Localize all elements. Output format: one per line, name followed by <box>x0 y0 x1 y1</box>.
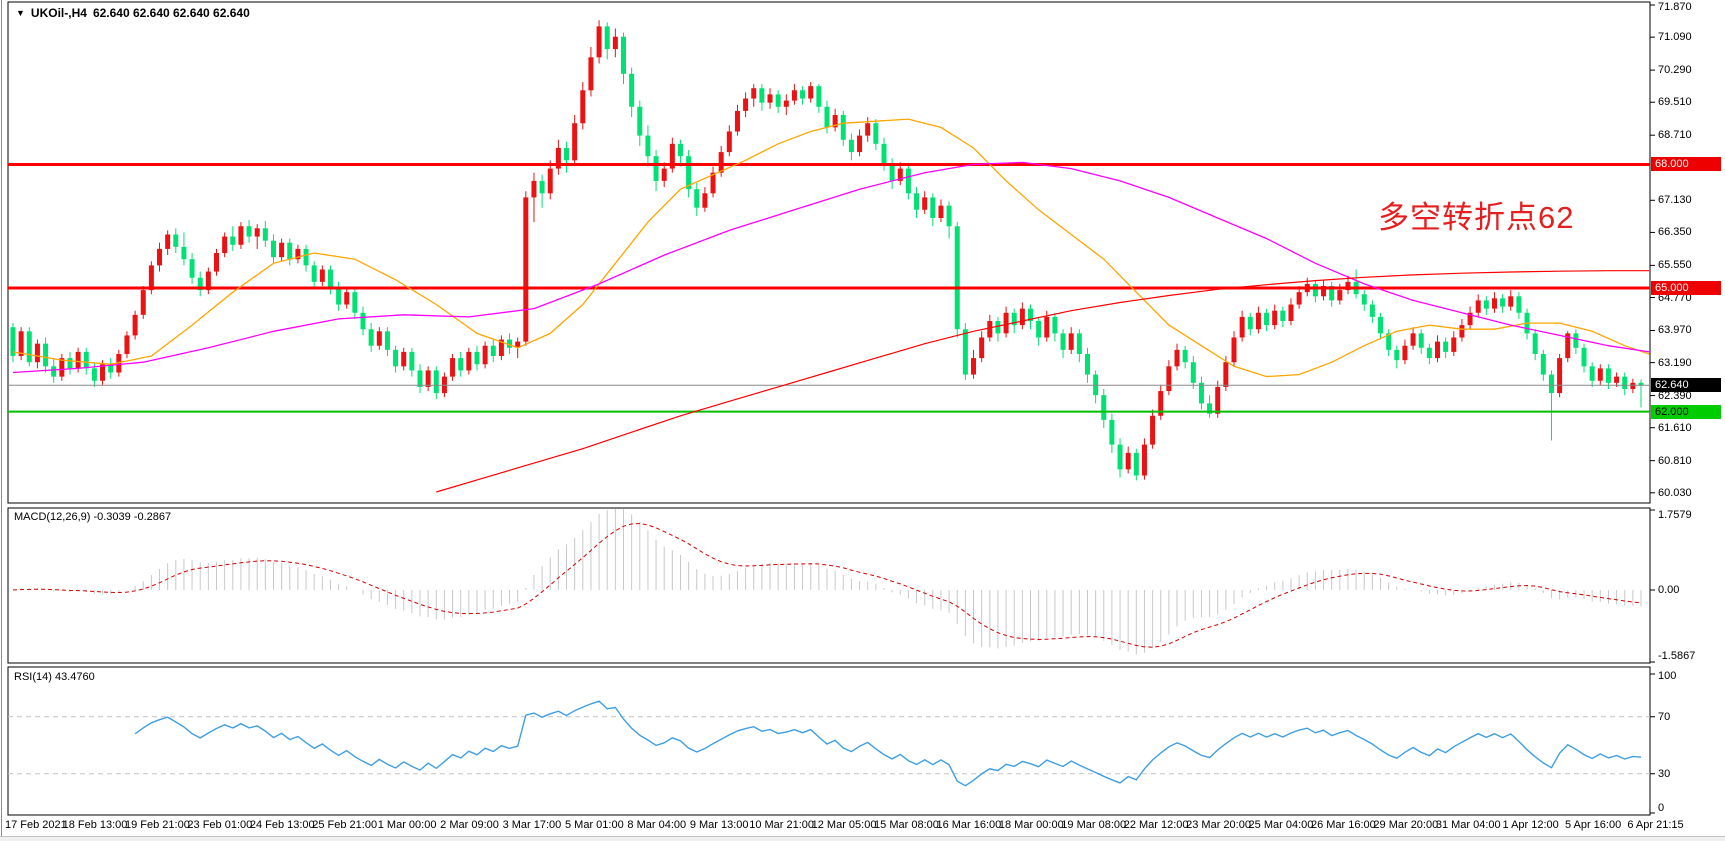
price-badge-68.000: 68.000 <box>1651 157 1721 172</box>
chevron-down-icon[interactable]: ▼ <box>16 8 25 18</box>
price-tick-label: 63.190 <box>1658 356 1692 369</box>
mid-ma-line <box>12 161 1650 374</box>
macd-histogram <box>20 509 1642 655</box>
macd-tick-label: -1.5867 <box>1658 650 1696 662</box>
time-axis-label: 8 Mar 04:00 <box>627 819 687 831</box>
time-axis-label: 1 Mar 00:00 <box>377 819 437 831</box>
time-axis-label: 5 Apr 16:00 <box>1564 819 1622 831</box>
price-badge-62.640: 62.640 <box>1651 378 1721 393</box>
time-axis-label: 6 Apr 21:15 <box>1627 819 1684 831</box>
macd-tick-label: 1.7579 <box>1658 509 1692 521</box>
macd-signal-line <box>12 522 1642 648</box>
price-tick-label: 67.130 <box>1658 194 1692 207</box>
time-axis-label: 24 Feb 13:00 <box>249 819 315 831</box>
rsi-tick-label: 70 <box>1658 710 1671 723</box>
price-tick-label: 65.550 <box>1658 259 1692 272</box>
price-tick-label: 61.610 <box>1658 421 1692 434</box>
time-axis-label: 15 Mar 08:00 <box>874 819 939 831</box>
time-axis-label: 3 Mar 17:00 <box>502 819 562 831</box>
text-annotation[interactable]: 多空转折点62 <box>1378 200 1575 235</box>
panel-frame <box>7 507 1651 664</box>
price-tick-label: 71.090 <box>1658 31 1692 44</box>
ohlc-quotes-label: 62.640 62.640 62.640 62.640 <box>92 6 250 20</box>
time-axis-label: 16 Mar 16:00 <box>936 819 1002 831</box>
time-axis-label: 22 Mar 12:00 <box>1123 819 1189 831</box>
time-axis-label: 9 Mar 13:00 <box>689 819 749 831</box>
time-axis-label: 10 Mar 21:00 <box>749 819 815 831</box>
time-axis-label: 1 Apr 12:00 <box>1502 819 1559 831</box>
panel-frame <box>7 1 1651 504</box>
price-tick-label: 71.870 <box>1658 1 1692 13</box>
price-badge-62.000: 62.000 <box>1651 404 1721 419</box>
time-axis-label: 19 Mar 08:00 <box>1061 819 1127 831</box>
time-axis-label: 23 Mar 20:00 <box>1186 819 1251 831</box>
rsi-tick-label: 100 <box>1658 670 1677 682</box>
symbol-timeframe-label: UKOil-,H4 <box>30 6 87 20</box>
candlestick-series <box>10 20 1644 481</box>
time-axis-label: 17 Feb 2021 <box>5 819 67 831</box>
time-axis-label: 25 Feb 21:00 <box>312 819 378 831</box>
time-axis-label: 12 Mar 05:00 <box>811 819 877 831</box>
rsi-tick-label: 30 <box>1658 767 1671 780</box>
macd-tick-label: 0.00 <box>1658 584 1680 596</box>
rsi-tick-label: 0 <box>1658 802 1665 814</box>
macd-indicator-label: MACD(12,26,9) -0.3039 -0.2867 <box>14 511 172 523</box>
price-tick-label: 68.710 <box>1658 129 1692 142</box>
price-tick-label: 66.350 <box>1658 226 1692 239</box>
time-axis-label: 19 Feb 21:00 <box>124 819 190 831</box>
price-tick-label: 62.390 <box>1658 389 1692 402</box>
time-axis-label: 18 Feb 13:00 <box>62 819 128 831</box>
time-axis-label: 5 Mar 01:00 <box>565 819 624 831</box>
rsi-line <box>134 700 1642 787</box>
fast-ma-line <box>12 118 1650 378</box>
time-axis-label: 29 Mar 20:00 <box>1373 819 1439 831</box>
price-tick-label: 63.970 <box>1658 324 1692 337</box>
rsi-indicator-label: RSI(14) 43.4760 <box>14 671 95 683</box>
price-tick-label: 60.030 <box>1658 486 1692 499</box>
time-axis-label: 23 Feb 01:00 <box>187 819 253 831</box>
slow-ma-line <box>436 270 1650 493</box>
time-axis-label: 2 Mar 09:00 <box>440 819 499 831</box>
time-axis-label: 31 Mar 04:00 <box>1435 819 1501 831</box>
price-tick-label: 60.810 <box>1658 454 1692 467</box>
chart-header: ▼ UKOil-,H4 62.640 62.640 62.640 62.640 <box>16 6 250 20</box>
price-badge-65.000: 65.000 <box>1651 281 1721 296</box>
time-axis-label: 25 Mar 04:00 <box>1248 819 1314 831</box>
window-left-edge <box>1 0 2 836</box>
bottom-scrollbar-strip[interactable] <box>0 836 1725 841</box>
panel-frame <box>7 666 1651 816</box>
time-axis-label: 26 Mar 16:00 <box>1310 819 1376 831</box>
price-tick-label: 69.510 <box>1658 96 1692 109</box>
time-axis-label: 18 Mar 00:00 <box>998 819 1064 831</box>
price-tick-label: 70.290 <box>1658 64 1692 77</box>
